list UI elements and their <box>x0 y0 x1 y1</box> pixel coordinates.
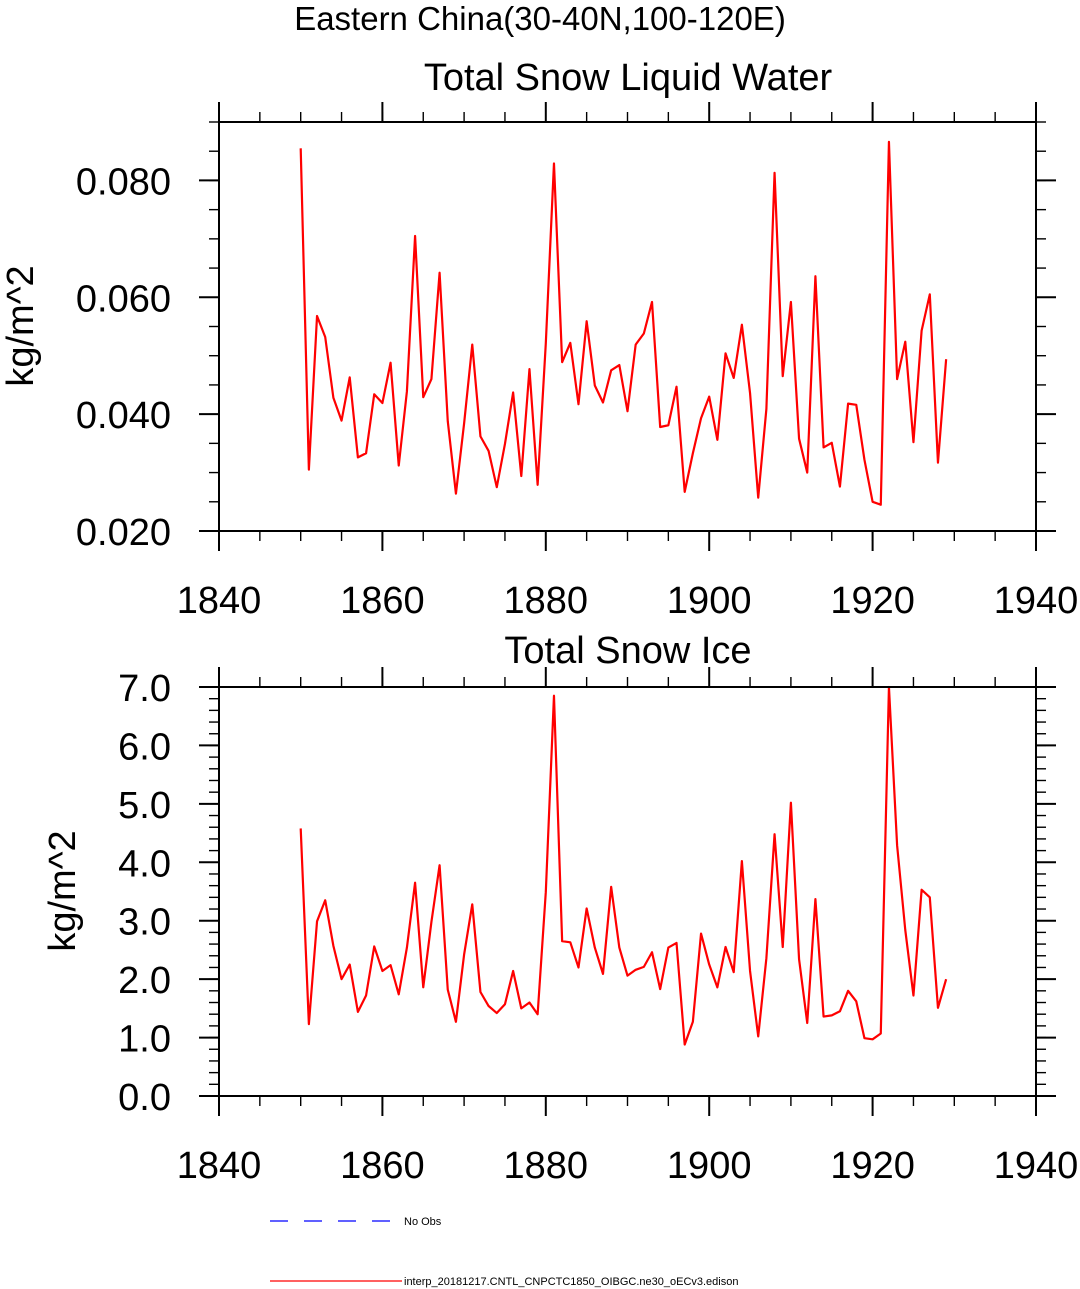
x-tick-label: 1940 <box>994 580 1079 622</box>
y-tick-label: 0.0 <box>118 1077 171 1119</box>
y-axis-label: kg/m^2 <box>0 265 42 386</box>
x-tick-label: 1900 <box>667 1145 752 1187</box>
x-tick-label: 1900 <box>667 580 752 622</box>
y-tick-label: 0.020 <box>76 512 171 554</box>
tick-labels: 0.020 0.040 0.060 0.080 1840 1860 1880 1900 1920… <box>76 161 1078 622</box>
y-tick-label: 3.0 <box>118 902 171 944</box>
legend-label-no-obs: No Obs <box>404 1216 442 1228</box>
x-tick-label: 1940 <box>994 1145 1079 1187</box>
axis-ticks <box>199 667 1056 1116</box>
y-axis-label: kg/m^2 <box>42 830 84 951</box>
plot-frame <box>218 686 1037 1097</box>
panel-title: Total Snow Ice <box>504 630 751 672</box>
series-line <box>299 140 948 506</box>
panel-title: Total Snow Liquid Water <box>424 57 833 99</box>
x-tick-label: 1860 <box>340 580 425 622</box>
legend-label-model: interp_20181217.CNTL_CNPCTC1850_OIBGC.ne… <box>404 1276 738 1288</box>
y-tick-label: 0.040 <box>76 395 171 437</box>
y-tick-label: 1.0 <box>118 1019 171 1061</box>
y-tick-label: 7.0 <box>118 668 171 710</box>
y-tick-label: 0.060 <box>76 278 171 320</box>
plot-frame <box>218 121 1037 532</box>
legend: No Obs interp_20181217.CNTL_CNPCTC1850_O… <box>270 1216 738 1288</box>
y-tick-label: 4.0 <box>118 843 171 885</box>
y-tick-label: 2.0 <box>118 960 171 1002</box>
x-tick-label: 1920 <box>830 580 915 622</box>
panel-snow-liquid-water: Total Snow Liquid Water kg/m^2 0.020 0.04… <box>0 57 1078 622</box>
x-tick-label: 1880 <box>504 1145 589 1187</box>
tick-labels: 0.0 1.0 2.0 3.0 4.0 5.0 6.0 7.0 1840 1860 1880 1900… <box>118 668 1078 1187</box>
x-tick-label: 1860 <box>340 1145 425 1187</box>
x-tick-label: 1880 <box>504 580 589 622</box>
x-tick-label: 1840 <box>177 580 262 622</box>
x-tick-label: 1920 <box>830 1145 915 1187</box>
y-tick-label: 6.0 <box>118 726 171 768</box>
panel-snow-ice: Total Snow Ice kg/m^2 0.0 1.0 2.0 3.0 4.0 5.0… <box>42 630 1078 1187</box>
series-line <box>299 685 948 1046</box>
y-tick-label: 0.080 <box>76 161 171 203</box>
figure-title: Eastern China(30-40N,100-120E) <box>294 0 786 37</box>
y-tick-label: 5.0 <box>118 785 171 827</box>
x-tick-label: 1840 <box>177 1145 262 1187</box>
axis-ticks <box>199 102 1056 551</box>
